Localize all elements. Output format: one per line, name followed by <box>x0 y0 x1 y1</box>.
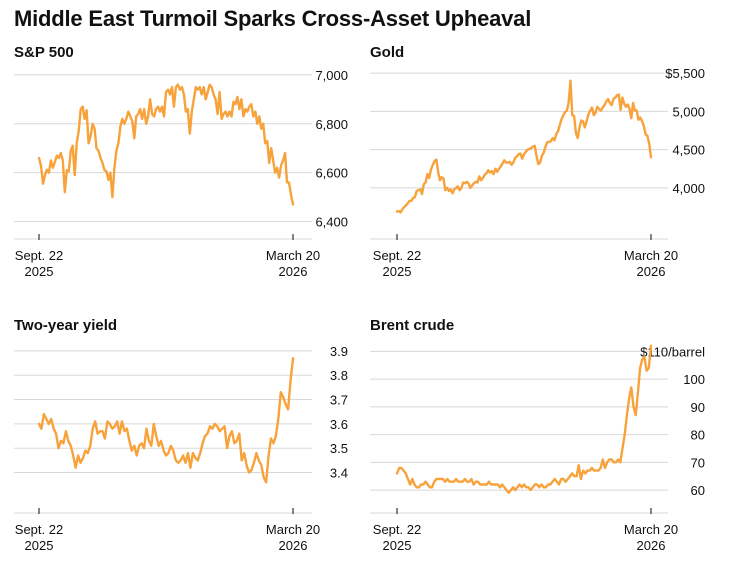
y-tick-label: 6,800 <box>315 117 348 132</box>
y-tick-label: 4,500 <box>672 143 705 158</box>
panel-title: S&P 500 <box>14 44 74 61</box>
y-tick-label: $5,500 <box>665 66 705 81</box>
x-label-end-year: 2026 <box>279 264 308 279</box>
y-tick-label: 6,600 <box>315 166 348 181</box>
series-line <box>37 357 295 484</box>
y-tick-label: 80 <box>691 428 705 443</box>
x-label-end-year: 2026 <box>637 264 666 279</box>
y-tick-label: 5,000 <box>672 104 705 119</box>
x-label-start-year: 2025 <box>25 538 54 553</box>
x-label-start: Sept. 22 <box>373 522 421 537</box>
series-line <box>395 344 653 494</box>
y-tick-label: 3.6 <box>330 417 348 432</box>
x-label-start-year: 2025 <box>25 264 54 279</box>
series-line <box>395 79 653 214</box>
y-tick-label: 4,000 <box>672 181 705 196</box>
y-tick-label: 3.9 <box>330 344 348 359</box>
y-tick-label: 90 <box>691 400 705 415</box>
x-label-end-year: 2026 <box>637 538 666 553</box>
series-line <box>37 83 295 206</box>
panel-title: Brent crude <box>370 317 454 334</box>
y-tick-label: 3.5 <box>330 441 348 456</box>
x-label-start: Sept. 22 <box>15 522 63 537</box>
x-label-start-year: 2025 <box>383 264 412 279</box>
x-label-start: Sept. 22 <box>373 248 421 263</box>
x-label-end-year: 2026 <box>279 538 308 553</box>
y-tick-label: $110/barrel <box>640 344 705 359</box>
x-label-start: Sept. 22 <box>15 248 63 263</box>
x-label-end: March 20 <box>266 522 320 537</box>
y-tick-label: 70 <box>691 455 705 470</box>
y-tick-label: 60 <box>691 483 705 498</box>
y-tick-label: 7,000 <box>315 68 348 83</box>
panel-title: Gold <box>370 44 404 61</box>
x-label-end: March 20 <box>266 248 320 263</box>
y-tick-label: 6,400 <box>315 215 348 230</box>
y-tick-label: 100 <box>683 372 705 387</box>
y-tick-label: 3.4 <box>330 466 348 481</box>
x-label-end: March 20 <box>624 248 678 263</box>
y-tick-label: 3.8 <box>330 368 348 383</box>
panel-title: Two-year yield <box>14 317 117 334</box>
y-tick-label: 3.7 <box>330 393 348 408</box>
x-label-start-year: 2025 <box>383 538 412 553</box>
figure-title: Middle East Turmoil Sparks Cross-Asset U… <box>14 6 532 31</box>
x-label-end: March 20 <box>624 522 678 537</box>
